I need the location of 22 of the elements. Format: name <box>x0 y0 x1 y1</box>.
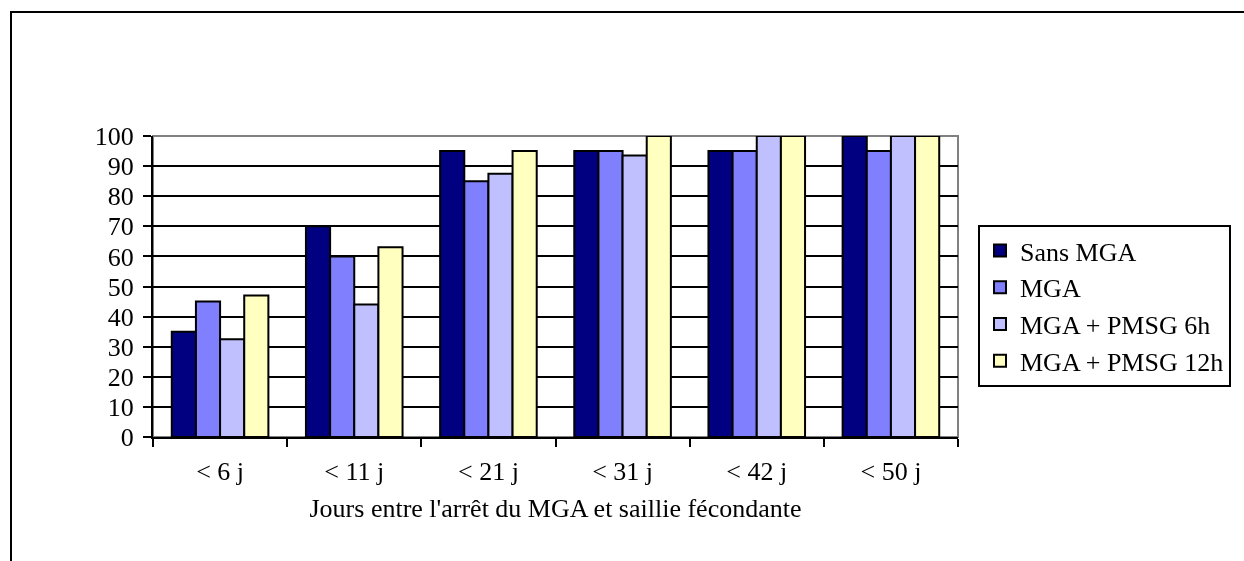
y-tick-label: 70 <box>107 212 134 242</box>
x-tick-label: < 21 j <box>457 457 519 487</box>
y-tick-label: 0 <box>120 423 134 453</box>
y-tick-label: 60 <box>107 242 134 272</box>
legend-label: MGA + PMSG 6h <box>1020 311 1211 341</box>
y-tick-label: 90 <box>107 152 134 182</box>
y-tick-label: 10 <box>107 393 134 422</box>
y-tick-label: 20 <box>107 362 134 392</box>
y-tick-label: 50 <box>107 272 134 302</box>
y-tick-label: 40 <box>107 302 134 332</box>
x-tick-label: < 6 j <box>196 457 245 487</box>
x-tick-label: < 11 j <box>324 457 385 487</box>
legend-label: Sans MGA <box>1020 237 1137 267</box>
legend-label: MGA + PMSG 12h <box>1020 347 1224 377</box>
x-tick-label: < 42 j <box>726 457 788 487</box>
x-tick-label: < 50 j <box>860 457 922 487</box>
x-tick-label: < 31 j <box>592 457 654 487</box>
x-axis-title: Jours entre l'arrêt du MGA et saillie fécondante <box>309 494 802 524</box>
y-tick-label: 100 <box>94 122 134 152</box>
legend-label: MGA <box>1020 274 1081 304</box>
y-tick-label: 30 <box>107 332 134 362</box>
y-tick-label: 80 <box>107 182 134 212</box>
